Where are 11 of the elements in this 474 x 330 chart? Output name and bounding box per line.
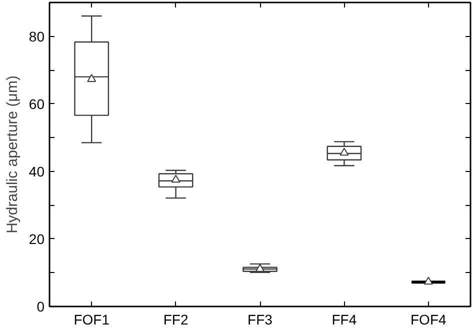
x-tick-label: FOF1 bbox=[74, 312, 110, 328]
x-tick-label: FF2 bbox=[163, 312, 188, 328]
y-tick-label: 60 bbox=[28, 96, 45, 112]
y-tick-label: 40 bbox=[28, 163, 45, 180]
y-tick-label: 80 bbox=[28, 28, 45, 44]
y-tick-label: 0 bbox=[36, 298, 45, 314]
x-tick-label: FOF4 bbox=[410, 312, 447, 328]
y-tick-label: 20 bbox=[28, 230, 45, 247]
x-tick-label: FF3 bbox=[248, 312, 273, 328]
y-axis-title: Hydraulic aperture (μm) bbox=[4, 76, 21, 234]
x-tick-label: FF4 bbox=[332, 312, 357, 328]
